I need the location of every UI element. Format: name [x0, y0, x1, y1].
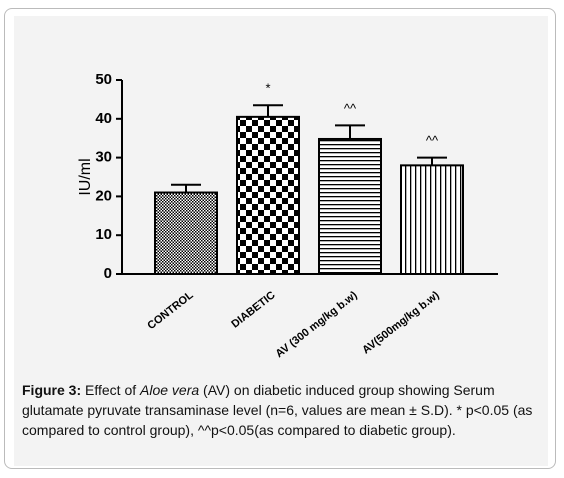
caption-text: Effect of — [81, 382, 141, 398]
chart: IU/ml 0 10 20 30 40 50 CONTROL * DIABETIC ^^ AV (3… — [77, 71, 498, 360]
y-tick-label: 0 — [104, 265, 112, 282]
x-tick-label: CONTROL — [145, 289, 195, 332]
significance-mark: ^^ — [426, 133, 439, 148]
bar — [154, 191, 218, 276]
x-tick-label: AV(500mg/kg b.w) — [360, 289, 442, 356]
caption-italic: Aloe vera — [140, 382, 200, 398]
caption-label: Figure 3: — [22, 382, 82, 398]
caption-text: (AV) on diabetic induced group showing S… — [22, 382, 533, 438]
y-tick-label: 30 — [95, 149, 112, 166]
y-tick-label: 20 — [95, 187, 112, 204]
bar — [318, 137, 382, 275]
bar — [236, 115, 300, 275]
caption: Figure 3: Effect of Aloe vera (AV) on di… — [22, 380, 552, 440]
bar — [400, 164, 464, 275]
significance-mark: ^^ — [344, 101, 357, 116]
significance-mark: * — [265, 81, 270, 96]
y-axis-label: IU/ml — [77, 158, 94, 195]
y-tick-label: 40 — [95, 110, 112, 127]
x-tick-label: DIABETIC — [229, 289, 277, 330]
x-tick-label: AV (300 mg/kg b.w) — [273, 289, 359, 360]
y-tick-label: 50 — [95, 71, 112, 88]
frame — [4, 8, 556, 469]
y-tick-label: 10 — [95, 226, 112, 243]
